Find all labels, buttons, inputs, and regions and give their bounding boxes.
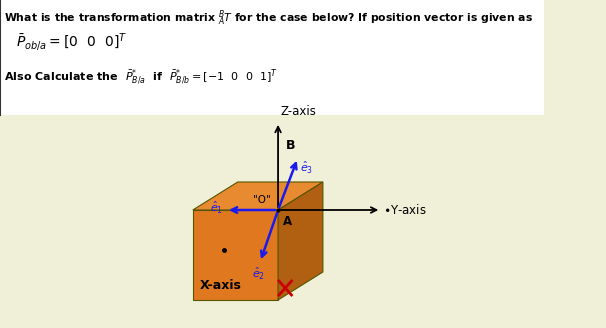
Polygon shape <box>193 210 278 300</box>
Polygon shape <box>193 182 323 210</box>
Text: $\bar{P}_{ob/a}=\left[0\ \ 0\ \ 0\right]^T$: $\bar{P}_{ob/a}=\left[0\ \ 0\ \ 0\right]… <box>16 32 127 53</box>
FancyBboxPatch shape <box>0 0 544 115</box>
Text: What is the transformation matrix ${}^{B}_{A}T$ for the case below? If position : What is the transformation matrix ${}^{B… <box>4 8 533 28</box>
Text: $\hat{e}_1$: $\hat{e}_1$ <box>210 200 224 216</box>
Text: A: A <box>282 215 291 228</box>
Text: X-axis: X-axis <box>200 279 242 292</box>
Text: "O": "O" <box>253 195 271 205</box>
Text: $\hat{e}_3$: $\hat{e}_3$ <box>299 160 313 176</box>
Polygon shape <box>278 182 323 300</box>
Text: $\bullet$Y-axis: $\bullet$Y-axis <box>383 203 427 217</box>
Text: Z-axis: Z-axis <box>281 105 316 118</box>
Text: Also Calculate the  $\bar{P}^{*}_{B/a}$  if  $\bar{P}^{*}_{B/b}=\left[-1\ \ 0\ \: Also Calculate the $\bar{P}^{*}_{B/a}$ i… <box>4 68 278 88</box>
Text: B: B <box>286 139 295 152</box>
Text: $\hat{e}_2$: $\hat{e}_2$ <box>251 266 265 282</box>
